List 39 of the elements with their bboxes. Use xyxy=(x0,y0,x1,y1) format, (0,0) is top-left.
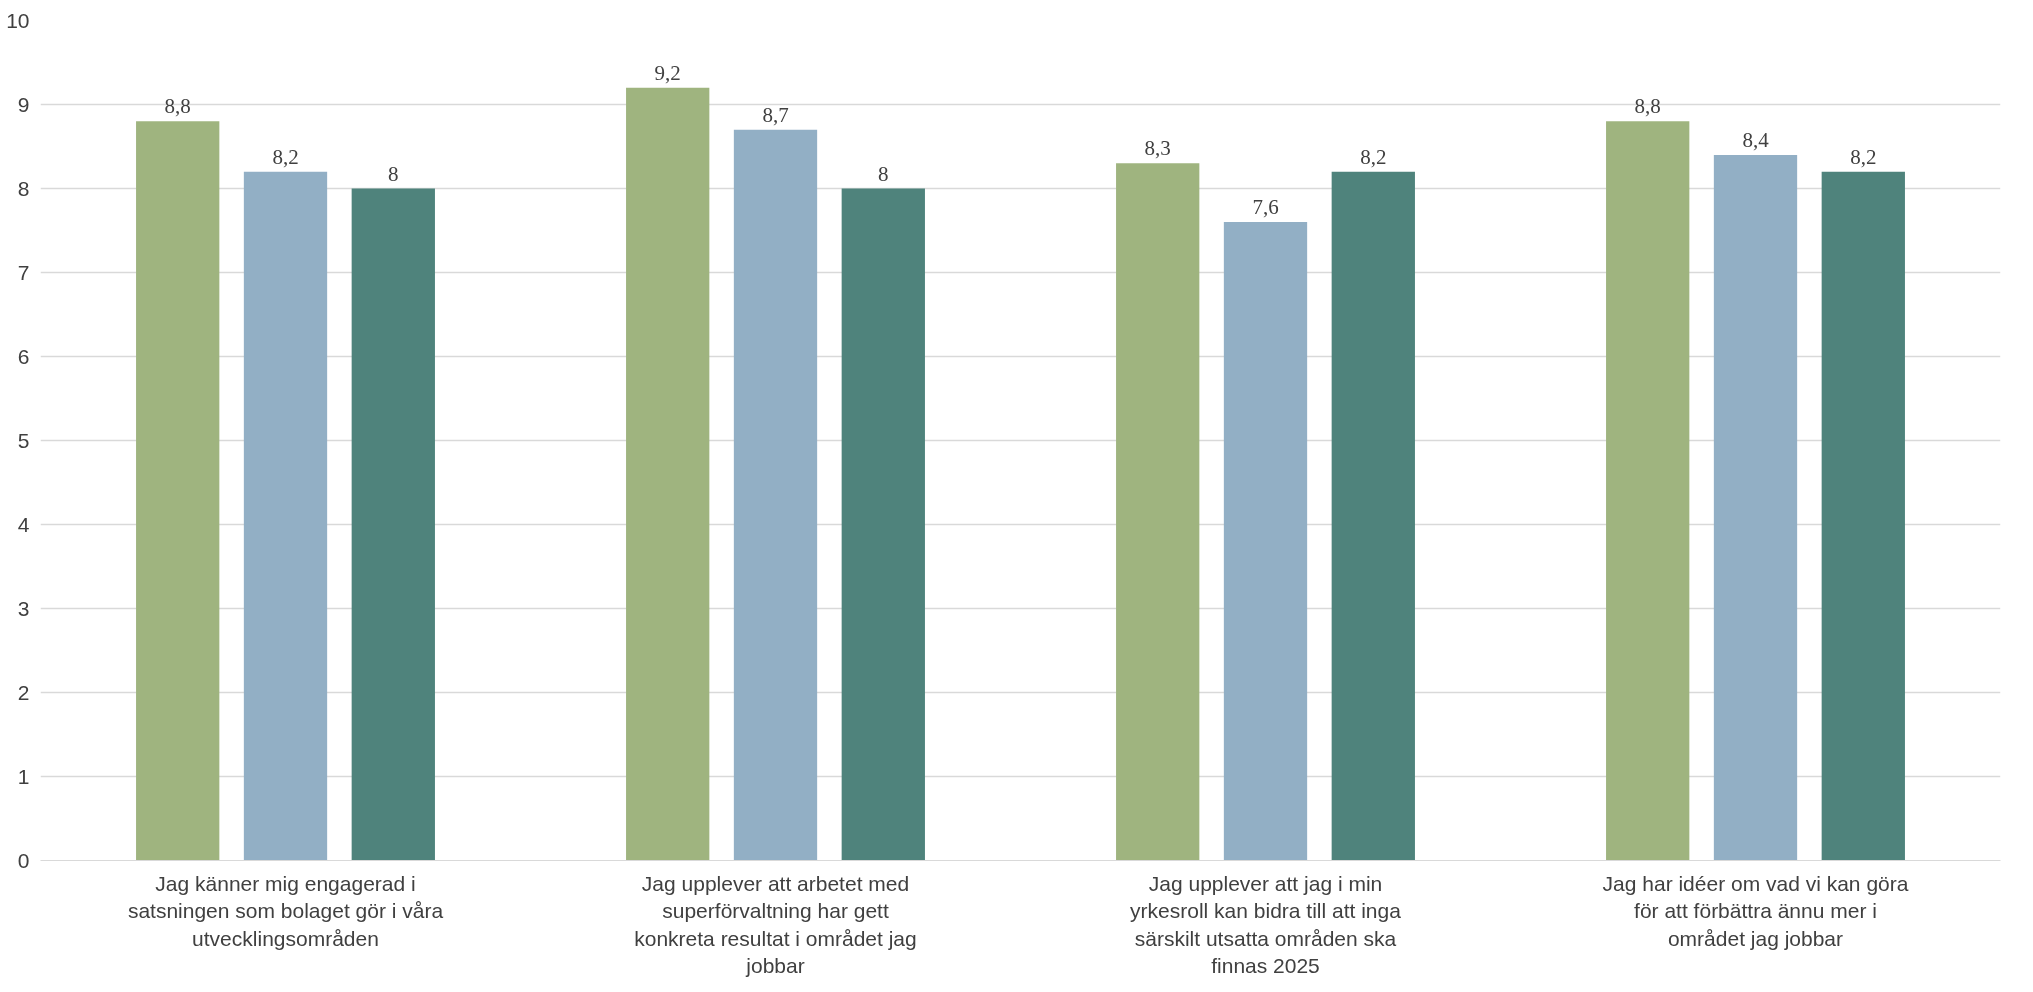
x-tick-label: Jag känner mig engagerad i satsningen som bolaget gör i våra utvecklingsområden xyxy=(127,871,444,950)
bar xyxy=(1223,222,1308,861)
y-tick-label: 1 xyxy=(17,764,30,788)
bar xyxy=(136,121,220,861)
data-label: 8,4 xyxy=(1742,127,1770,152)
y-tick-label: 6 xyxy=(17,344,30,368)
data-label: 9,2 xyxy=(654,60,681,85)
y-tick-label: 4 xyxy=(17,512,30,536)
bar xyxy=(626,87,710,861)
bar xyxy=(243,171,328,861)
data-label: 8 xyxy=(878,161,889,186)
bar xyxy=(1331,171,1415,861)
x-tick-label: Jag upplever att arbetet med superförvaltning har gett konkreta resultat i området jag jobbar xyxy=(634,871,917,978)
y-tick-label: 9 xyxy=(17,92,30,116)
data-label: 8,2 xyxy=(1360,144,1387,169)
y-tick-label: 5 xyxy=(17,428,30,452)
y-tick-label: 0 xyxy=(17,848,30,872)
y-tick-label: 2 xyxy=(17,680,30,704)
bar xyxy=(1116,163,1200,861)
bar xyxy=(733,129,818,861)
data-label: 8,3 xyxy=(1144,136,1171,161)
bar xyxy=(1821,171,1905,861)
y-tick-label: 3 xyxy=(17,596,30,620)
data-label: 8,7 xyxy=(762,102,789,127)
bar xyxy=(841,188,925,861)
y-tick-label: 10 xyxy=(6,8,30,32)
x-tick-label: Jag har idéer om vad vi kan göra för att förbättra ännu mer i området jag jobbar xyxy=(1602,871,1909,950)
data-label: 8,8 xyxy=(1634,94,1661,119)
bar xyxy=(1606,121,1690,861)
data-label: 7,6 xyxy=(1252,195,1279,220)
data-label: 8,2 xyxy=(1850,144,1877,169)
bar xyxy=(1713,154,1798,861)
data-label: 8,2 xyxy=(272,144,299,169)
data-label: 8 xyxy=(388,161,399,186)
y-tick-label: 8 xyxy=(17,176,30,200)
x-tick-label: Jag upplever att jag i min yrkesroll kan bidra till att inga särskilt utsatta områden ska finnas 2025 xyxy=(1130,871,1402,978)
y-tick-label: 7 xyxy=(17,260,30,284)
bar xyxy=(351,188,435,861)
data-label: 8,8 xyxy=(164,94,191,119)
